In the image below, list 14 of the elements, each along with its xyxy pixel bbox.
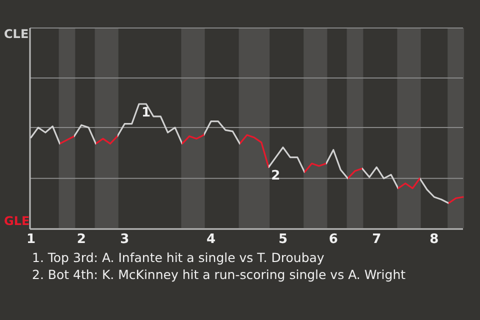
text: GLE [4, 214, 30, 228]
annotation: 2 [271, 168, 280, 184]
x-tick-label: 6 [328, 232, 338, 247]
annotation: 1 [141, 106, 151, 120]
x-tick-label: 2 [76, 232, 86, 247]
text: 2. Bot 4th: K. McKinney hit a run-scoring single vs A. Wright [32, 267, 406, 282]
x-tick-label: 5 [278, 232, 288, 247]
x-tick-label: 4 [206, 232, 216, 247]
text: CLE [4, 27, 29, 41]
x-tick-label: 7 [372, 232, 382, 247]
x-tick-label: 1 [26, 232, 36, 247]
x-tick-label: 8 [430, 232, 439, 247]
x-tick-label: 3 [120, 232, 130, 247]
text: 1. Top 3rd: A. Infante hit a single vs T. Droubay [32, 250, 325, 265]
